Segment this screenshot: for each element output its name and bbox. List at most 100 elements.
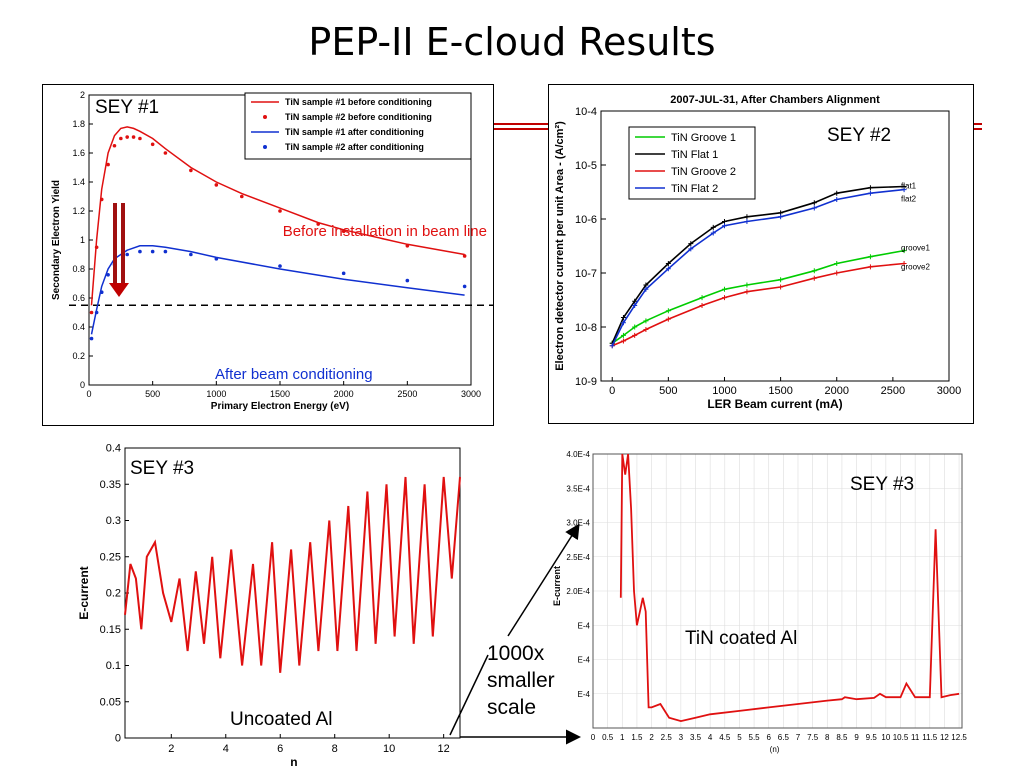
- scale-note-line: 1000x: [487, 642, 545, 665]
- divider-line: [492, 128, 548, 130]
- data-point: [214, 183, 219, 187]
- x-tick-label: 4: [708, 733, 713, 742]
- legend-label: TiN Groove 2: [671, 166, 736, 178]
- data-point: [138, 136, 142, 141]
- data-point: [278, 209, 282, 213]
- x-tick-label: 0: [86, 389, 91, 399]
- x-tick-label: 0.5: [602, 733, 614, 742]
- data-point: [643, 318, 649, 324]
- chart-title: 2007-JUL-31, After Chambers Alignment: [670, 94, 880, 106]
- y-tick-label: 10-8: [575, 322, 597, 334]
- data-point: [665, 260, 671, 266]
- x-tick-label: 5.5: [749, 733, 761, 742]
- x-tick-label: 7: [796, 733, 801, 742]
- y-tick-label: 0.25: [100, 551, 121, 563]
- data-point: [901, 187, 907, 193]
- slide-title: PEP-II E-cloud Results: [308, 20, 716, 64]
- scale-note-line: scale: [487, 696, 537, 719]
- data-point: [744, 218, 750, 224]
- data-point: [125, 135, 129, 139]
- data-point: [112, 143, 117, 148]
- x-tick-label: 3000: [937, 385, 961, 397]
- x-tick-label: 4: [223, 743, 229, 755]
- data-point: [341, 229, 346, 234]
- sey3a-panel: 2 4 6 8 10 12 0 0.05 0.1 0.15 0.2 0.25 0.3 0.35 0.4 n E-…: [70, 440, 470, 769]
- divider-line: [492, 123, 548, 125]
- sey3b-panel: 0 0.5 1 1.5 2 2.5 3 3.5 4 4.5 5 5.5 6 6.5 7 7.5 8 8.5 9 9.5…: [540, 446, 970, 764]
- data-point: [721, 286, 727, 292]
- y-tick-label: 0.4: [72, 322, 85, 332]
- x-tick-label: 1500: [270, 389, 290, 399]
- x-axis-label: LER Beam current (mA): [707, 397, 842, 411]
- panel-label: SEY #3: [130, 458, 194, 479]
- legend-label: TiN Flat 1: [671, 149, 718, 161]
- x-tick-label: 2: [649, 733, 654, 742]
- divider-line: [972, 128, 982, 130]
- x-tick-label: 3: [679, 733, 684, 742]
- y-tick-label: 2.5E-4: [566, 553, 590, 562]
- x-tick-label: 12.5: [951, 733, 967, 742]
- y-tick-label: 2.0E-4: [566, 587, 590, 596]
- data-point: [665, 266, 671, 272]
- y-tick-label: 3.0E-4: [566, 519, 590, 528]
- legend-label: TiN sample #2 before conditioning: [285, 112, 432, 122]
- x-tick-label: 2000: [334, 389, 354, 399]
- x-tick-label: 1.5: [631, 733, 643, 742]
- data-point: [721, 218, 727, 224]
- data-point: [278, 264, 282, 268]
- y-axis-label: E-current: [552, 566, 562, 606]
- x-tick-label: 10: [383, 743, 395, 755]
- sey2-chart: 0 500 1000 1500 2000 2500 3000 10-9 10-8 10-7 10-6…: [554, 94, 961, 411]
- y-tick-label: E-4: [578, 621, 591, 630]
- x-tick-label: 1000: [206, 389, 226, 399]
- data-point: [811, 200, 817, 206]
- data-point: [189, 168, 193, 173]
- plot-frame: [600, 110, 950, 382]
- data-point: [901, 260, 907, 266]
- y-tick-label: 1.8: [72, 119, 85, 129]
- data-point: [620, 314, 626, 320]
- data-point: [834, 196, 840, 202]
- data-point: [138, 249, 142, 254]
- data-point: [609, 343, 615, 349]
- data-point: [150, 249, 155, 254]
- y-tick-label: 0.2: [106, 588, 121, 600]
- x-tick-label: 9: [854, 733, 859, 742]
- data-point: [643, 282, 649, 288]
- panel-label: SEY #3: [850, 474, 914, 495]
- legend-label: TiN Groove 1: [671, 132, 736, 144]
- annotation: Uncoated Al: [230, 709, 332, 730]
- sey3a-chart: 2 4 6 8 10 12 0 0.05 0.1 0.15 0.2 0.25 0.3 0.35 0.4 n E-…: [77, 443, 461, 769]
- sey1-chart: 0 500 1000 1500 2000 2500 3000 0 0.2 0.4 0.6 0.8 1 1.…: [51, 90, 493, 412]
- legend-label: TiN Flat 2: [671, 183, 718, 195]
- data-point: [99, 290, 104, 294]
- data-point: [699, 295, 705, 301]
- data-point: [867, 254, 873, 260]
- data-point: [94, 310, 99, 315]
- data-point: [89, 336, 94, 341]
- data-point: [643, 326, 649, 332]
- sey1-panel: 0 500 1000 1500 2000 2500 3000 0 0.2 0.4 0.6 0.8 1 1.…: [42, 84, 494, 426]
- data-point: [214, 257, 219, 261]
- x-tick-label: 7.5: [807, 733, 819, 742]
- data-point: [119, 136, 123, 141]
- data-point: [778, 214, 784, 220]
- plot-frame: [124, 447, 461, 739]
- panel-label: SEY #2: [827, 125, 891, 146]
- y-tick-label: 4.0E-4: [566, 450, 590, 459]
- y-tick-label: 0: [80, 380, 85, 390]
- x-tick-label: 12: [940, 733, 949, 742]
- data-point: [632, 298, 638, 304]
- data-point: [89, 310, 94, 315]
- data-point: [620, 338, 626, 344]
- data-point: [632, 332, 638, 338]
- data-point: [901, 248, 907, 254]
- y-tick-label: 1.6: [72, 148, 85, 158]
- y-tick-label: 10-6: [575, 214, 597, 226]
- x-tick-label: 1: [620, 733, 625, 742]
- data-point: [778, 284, 784, 290]
- data-point: [316, 222, 321, 226]
- y-tick-label: E-4: [578, 656, 591, 665]
- data-point: [106, 273, 110, 277]
- data-point: [240, 194, 244, 199]
